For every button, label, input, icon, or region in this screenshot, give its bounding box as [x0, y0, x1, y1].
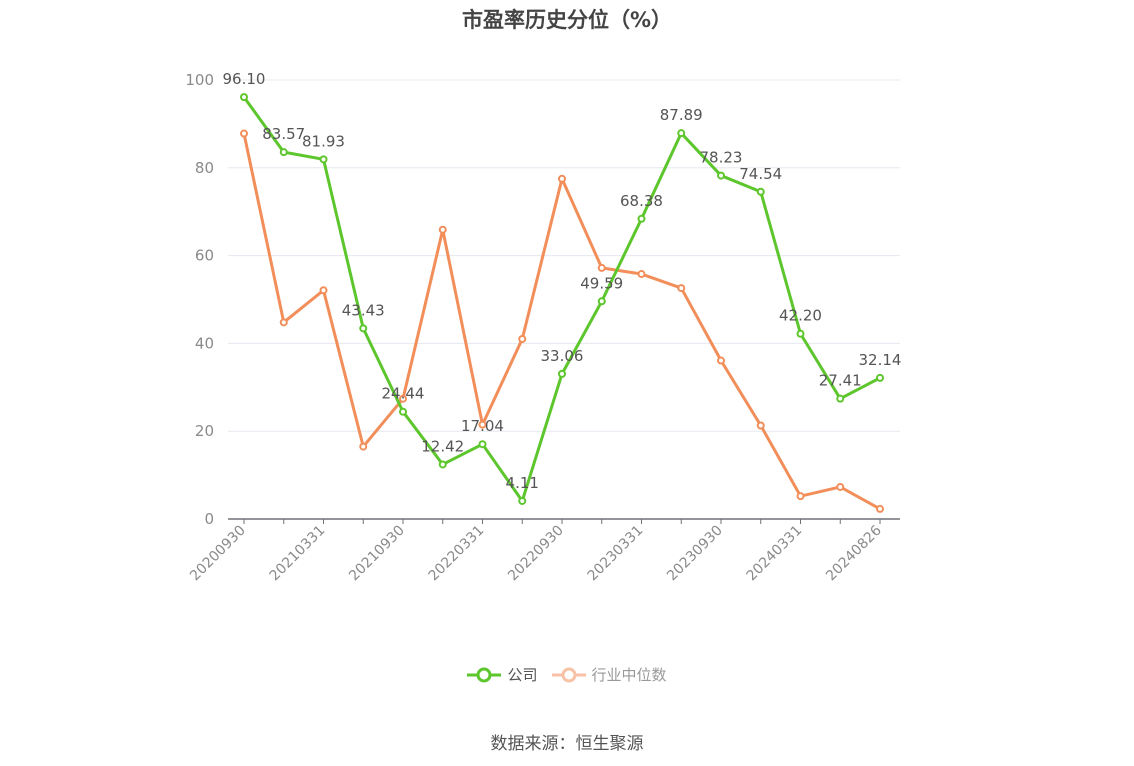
- data-label: 74.54: [739, 165, 782, 183]
- data-label: 87.89: [660, 106, 703, 124]
- series-points: [240, 93, 884, 513]
- data-point: [677, 284, 686, 293]
- x-tick-label: 20230930: [664, 523, 726, 585]
- data-label: 4.11: [506, 474, 539, 492]
- data-point: [518, 496, 527, 505]
- data-point: [319, 155, 328, 164]
- x-tick-label: 20210930: [346, 523, 408, 585]
- series-lines: [242, 96, 881, 511]
- data-point: [279, 318, 288, 327]
- data-point: [876, 504, 884, 513]
- source-note: 数据来源：恒生聚源: [490, 734, 644, 754]
- x-tick-label: 20230331: [585, 523, 647, 585]
- data-point: [478, 420, 487, 429]
- data-point: [597, 297, 606, 306]
- y-tick-label: 80: [195, 159, 214, 177]
- chart-title: 市盈率历史分位（%）: [461, 8, 673, 32]
- data-point: [319, 286, 328, 295]
- legend-industry-icon: [551, 667, 586, 682]
- x-tick-label: 20210331: [267, 523, 329, 585]
- legend-item-industry-median[interactable]: 行业中位数: [551, 664, 667, 685]
- data-label: 42.20: [779, 307, 822, 325]
- data-point: [438, 225, 447, 234]
- data-label: 49.59: [580, 274, 623, 292]
- y-tick-label: 0: [204, 510, 214, 528]
- data-label: 83.57: [262, 125, 305, 143]
- x-tick-label: 20220331: [426, 523, 488, 585]
- data-point: [240, 93, 248, 102]
- data-label: 43.43: [342, 301, 385, 319]
- data-point: [399, 407, 407, 416]
- legend-industry-label: 行业中位数: [591, 666, 667, 684]
- data-point: [836, 394, 845, 403]
- data-label: 81.93: [302, 132, 345, 150]
- data-label: 96.10: [223, 70, 266, 88]
- data-point: [359, 442, 368, 451]
- data-point: [359, 324, 368, 333]
- data-label: 12.42: [421, 437, 464, 455]
- data-point: [279, 148, 288, 157]
- data-point: [796, 329, 805, 338]
- x-tick-label: 20240826: [823, 522, 885, 584]
- data-label: 17.04: [461, 417, 504, 435]
- legend-company-icon: [467, 667, 502, 682]
- data-point: [558, 174, 566, 183]
- data-point: [876, 373, 884, 382]
- axes: 0 20 40 60 80 100 20200930 20210331 20210930 2022…: [185, 71, 900, 584]
- data-point: [597, 263, 606, 272]
- x-tick-label: 20220930: [505, 523, 567, 585]
- data-label: 27.41: [819, 372, 862, 390]
- data-point: [717, 356, 725, 365]
- data-point: [756, 421, 765, 430]
- data-label: 78.23: [700, 149, 743, 167]
- grid-lines: [228, 79, 900, 432]
- y-tick-label: 100: [185, 71, 214, 89]
- data-point: [478, 440, 487, 449]
- data-point: [756, 187, 765, 196]
- data-point: [637, 214, 646, 223]
- x-tick-label: 20240331: [744, 523, 806, 585]
- data-point: [399, 394, 407, 403]
- x-tick-label: 20200930: [187, 523, 249, 585]
- data-point: [558, 369, 566, 378]
- data-point: [836, 482, 845, 491]
- data-label: 24.44: [382, 385, 425, 403]
- data-point: [518, 335, 527, 344]
- y-tick-label: 40: [195, 334, 214, 352]
- data-point: [637, 270, 646, 279]
- data-label: 32.14: [859, 351, 902, 369]
- y-tick-label: 20: [195, 422, 214, 440]
- data-label: 33.06: [541, 347, 584, 365]
- legend: 公司 行业中位数: [0, 664, 1134, 685]
- data-point: [796, 492, 805, 501]
- data-point: [677, 129, 686, 138]
- y-tick-label: 60: [195, 247, 214, 265]
- data-point: [717, 171, 725, 180]
- data-label: 68.38: [620, 192, 663, 210]
- legend-item-company[interactable]: 公司: [467, 664, 538, 685]
- legend-company-label: 公司: [507, 666, 538, 684]
- data-point: [438, 460, 447, 469]
- data-point: [240, 129, 248, 138]
- series-line-0: [242, 96, 881, 503]
